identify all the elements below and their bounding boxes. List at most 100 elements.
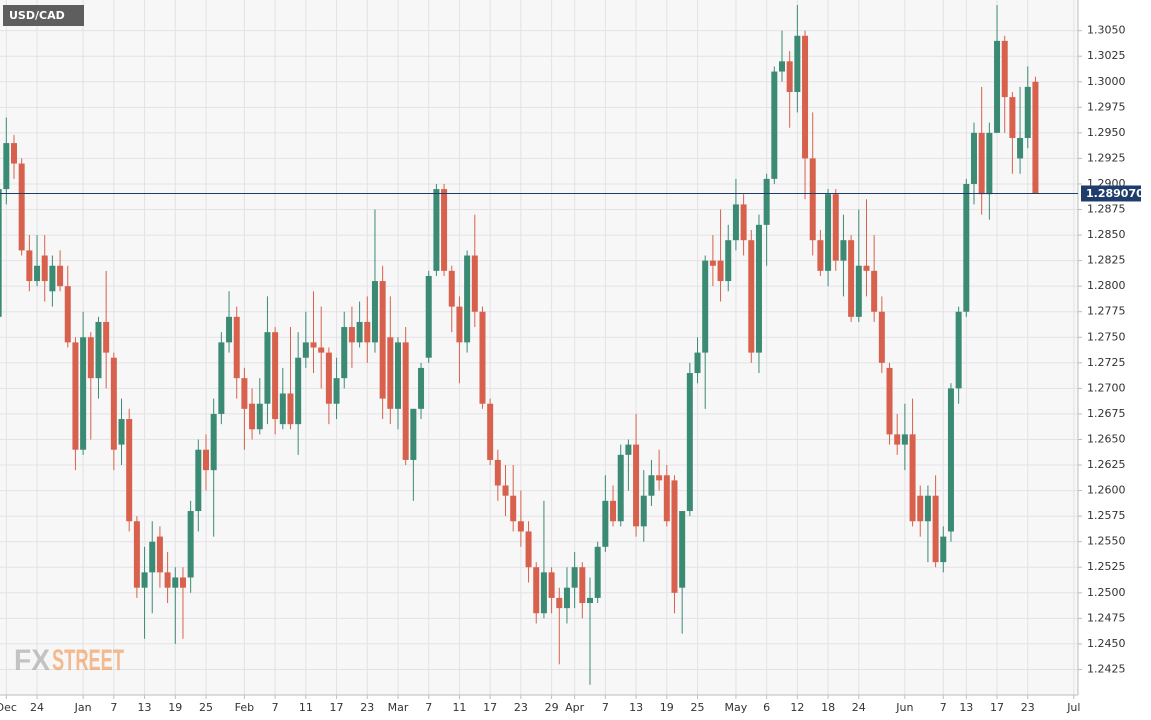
candles xyxy=(0,5,1039,685)
candle-body xyxy=(840,240,847,261)
candle-body xyxy=(863,265,870,271)
candle-body xyxy=(110,357,117,450)
candle-body xyxy=(295,357,302,425)
candle-body xyxy=(395,342,401,409)
candle-body xyxy=(18,163,25,251)
y-tick-label: 1.2575 xyxy=(1087,509,1126,522)
candle-body xyxy=(179,577,186,588)
x-tick-label: Jul xyxy=(1066,701,1080,714)
candle-body xyxy=(587,597,593,604)
candle-body xyxy=(809,158,816,241)
y-tick-label: 1.2525 xyxy=(1087,560,1126,573)
candle-body xyxy=(563,587,570,609)
candle-body xyxy=(1017,137,1024,159)
candle-body xyxy=(80,337,87,450)
x-tick-label: 7 xyxy=(602,701,609,714)
candle-body xyxy=(725,240,732,282)
x-tick-label: Mar xyxy=(388,701,409,714)
candle-body xyxy=(471,255,478,312)
x-tick-label: Apr xyxy=(565,701,585,714)
y-tick-label: 1.2800 xyxy=(1087,279,1126,292)
candle-body xyxy=(218,342,225,414)
candle-body xyxy=(794,35,801,92)
x-tick-label: Dec xyxy=(0,701,17,714)
candle-body xyxy=(456,306,463,343)
brand-street: STREET xyxy=(52,644,124,677)
candle-body xyxy=(955,311,962,389)
candle-body xyxy=(924,495,931,522)
candle-body xyxy=(886,367,893,435)
candle-body xyxy=(579,567,586,604)
y-tick-label: 1.2425 xyxy=(1087,662,1126,675)
x-tick-label: 11 xyxy=(452,701,466,714)
candle-body xyxy=(210,413,217,471)
candle-body xyxy=(487,403,494,460)
candle-body xyxy=(410,408,417,460)
candle-body xyxy=(679,511,686,588)
x-tick-label: Jun xyxy=(895,701,913,714)
x-tick-label: 13 xyxy=(959,701,973,714)
candle-body xyxy=(779,61,785,72)
candle-body xyxy=(825,194,832,271)
y-tick-label: 1.2750 xyxy=(1087,330,1126,343)
candle-body xyxy=(640,495,647,527)
candle-body xyxy=(425,275,432,358)
candle-body xyxy=(95,321,102,379)
candle-body xyxy=(1009,97,1016,138)
candle-body xyxy=(1024,86,1031,138)
candle-body xyxy=(940,536,947,563)
candle-body xyxy=(325,352,332,404)
x-tick-label: May xyxy=(725,701,748,714)
candle-body xyxy=(156,536,163,573)
candle-body xyxy=(748,240,755,353)
title-background xyxy=(3,5,84,26)
candle-body xyxy=(241,378,248,409)
candle-body xyxy=(118,419,125,445)
candle-body xyxy=(371,281,378,343)
x-tick-label: 17 xyxy=(990,701,1004,714)
x-tick-label: 18 xyxy=(821,701,835,714)
candle-body xyxy=(771,71,778,179)
y-tick-label: 1.2550 xyxy=(1087,535,1126,548)
x-tick-label: 7 xyxy=(272,701,279,714)
candle-body xyxy=(0,189,2,317)
x-tick-label: 19 xyxy=(168,701,182,714)
x-tick-label: 11 xyxy=(299,701,313,714)
x-tick-label: 13 xyxy=(629,701,643,714)
candle-body xyxy=(909,434,916,522)
x-tick-label: 17 xyxy=(483,701,497,714)
x-tick-label: 19 xyxy=(660,701,674,714)
x-tick-label: 23 xyxy=(1021,701,1035,714)
candle-body xyxy=(41,255,48,282)
candle-body xyxy=(57,265,64,287)
y-tick-label: 1.2675 xyxy=(1087,407,1126,420)
x-tick-label: 12 xyxy=(790,701,804,714)
candle-body xyxy=(709,260,716,266)
y-tick-label: 1.2725 xyxy=(1087,356,1126,369)
candle-body xyxy=(548,572,555,598)
candle-body xyxy=(318,347,325,353)
candle-body xyxy=(963,183,970,312)
x-tick-label: 13 xyxy=(138,701,152,714)
candle-body xyxy=(172,577,179,588)
x-tick-label: 7 xyxy=(110,701,117,714)
y-tick-label: 1.2825 xyxy=(1087,254,1126,267)
candle-body xyxy=(133,521,140,588)
candle-body xyxy=(648,475,655,496)
candle-body xyxy=(786,61,793,92)
candle-body xyxy=(348,327,355,343)
candle-body xyxy=(187,511,194,578)
candle-body xyxy=(817,240,824,271)
candle-body xyxy=(418,367,425,409)
candle-body xyxy=(3,143,10,190)
candle-body xyxy=(141,572,148,588)
x-tick-label: 7 xyxy=(940,701,947,714)
candle-body xyxy=(832,194,839,261)
x-tick-label: 6 xyxy=(763,701,770,714)
candle-body xyxy=(287,393,294,425)
y-tick-label: 1.2450 xyxy=(1087,637,1126,650)
candle-body xyxy=(802,35,809,159)
y-tick-label: 1.2600 xyxy=(1087,484,1126,497)
candle-body xyxy=(1001,40,1008,98)
